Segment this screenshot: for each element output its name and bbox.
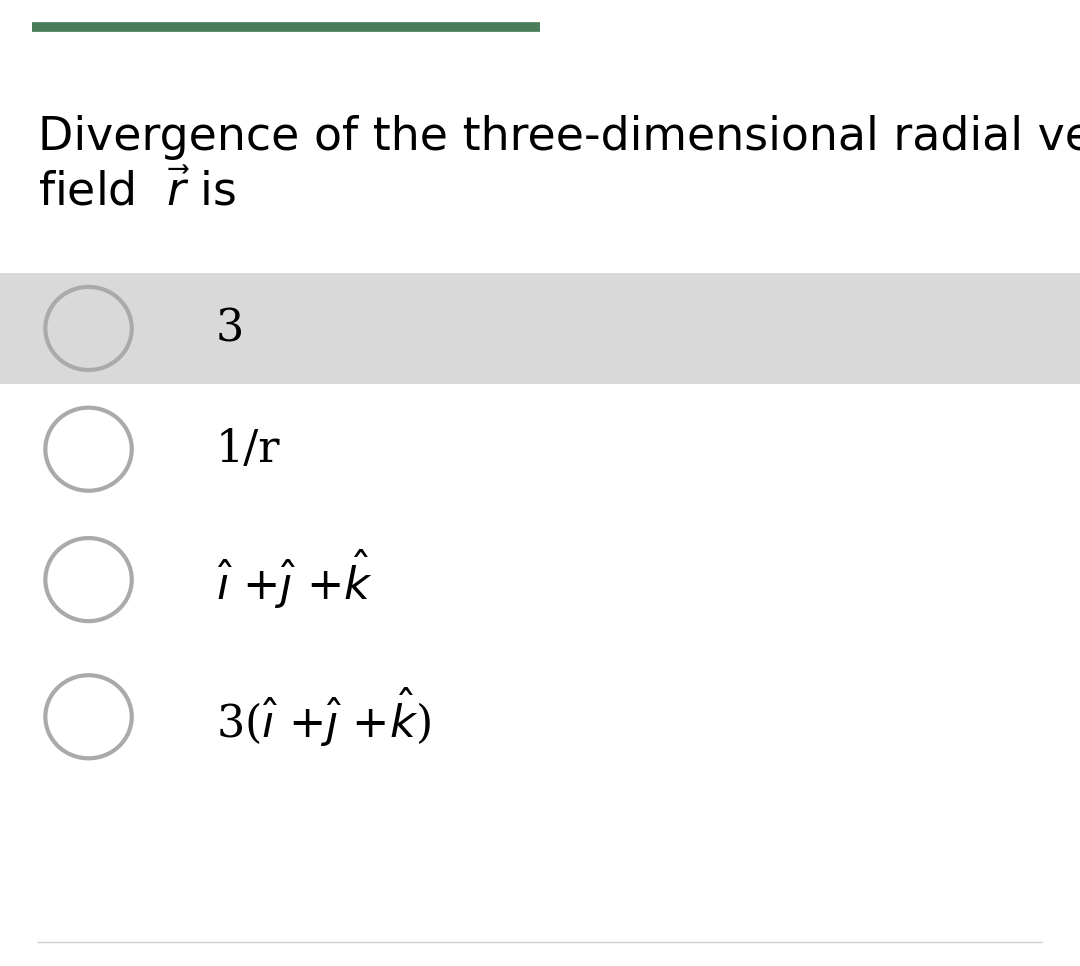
Text: Divergence of the three-dimensional radial vector: Divergence of the three-dimensional radi… xyxy=(38,115,1080,159)
FancyBboxPatch shape xyxy=(0,272,1080,384)
Text: field  $\vec{r}$ is: field $\vec{r}$ is xyxy=(38,171,235,215)
Text: 3: 3 xyxy=(216,307,244,350)
Text: $\hat{\imath}$ +$\hat{\jmath}$ +$\hat{k}$: $\hat{\imath}$ +$\hat{\jmath}$ +$\hat{k}… xyxy=(216,548,373,611)
Text: 3($\hat{\imath}$ +$\hat{\jmath}$ +$\hat{k}$): 3($\hat{\imath}$ +$\hat{\jmath}$ +$\hat{… xyxy=(216,685,431,749)
Text: 1/r: 1/r xyxy=(216,428,281,470)
